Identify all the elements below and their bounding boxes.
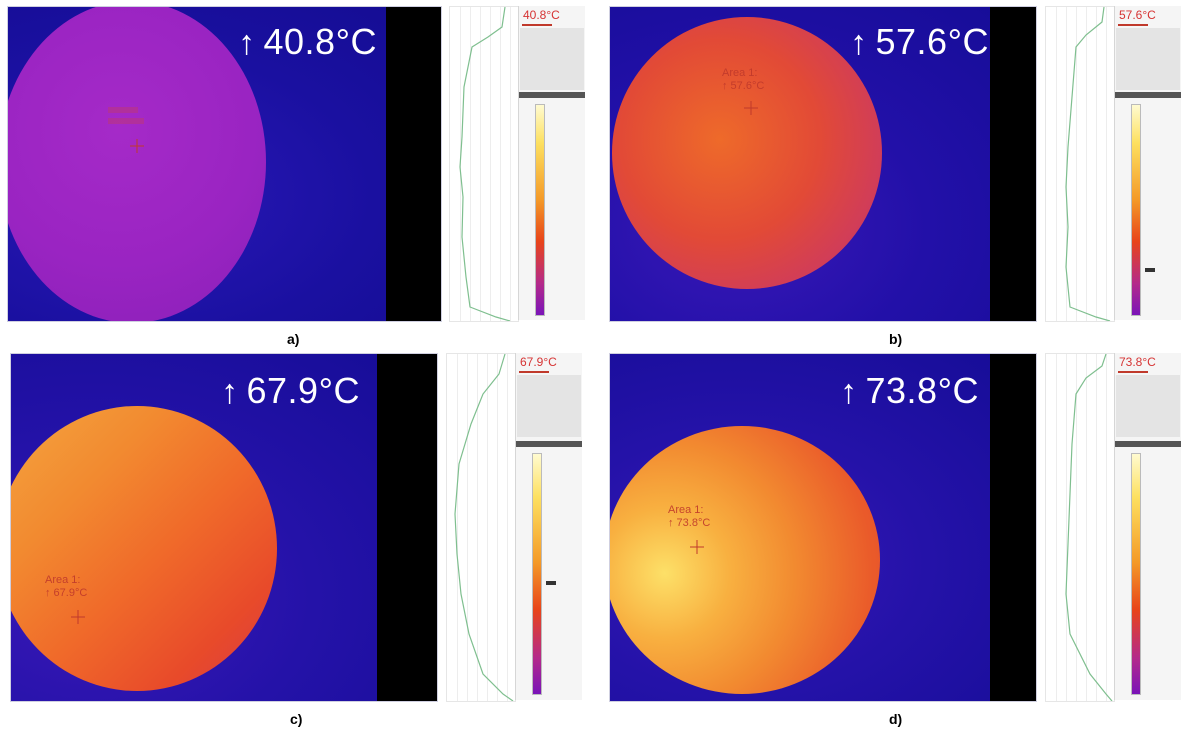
max-readout: 67.9°C — [520, 355, 557, 369]
temperature-profile-c — [446, 353, 516, 702]
crosshair-icon — [71, 610, 85, 624]
profile-curve — [459, 7, 511, 321]
panel-c: ↑ 67.9°C Area 1: ↑ 67.9°C 67.9°C c) — [10, 353, 595, 727]
sample-disc — [8, 7, 266, 321]
max-temperature: ↑ 67.9°C — [221, 370, 360, 411]
black-border — [377, 354, 437, 701]
color-scale-panel-a: 40.8°C — [518, 6, 585, 320]
color-scale-bar — [532, 453, 542, 695]
temperature-profile-d — [1045, 353, 1115, 702]
max-temperature: ↑ 73.8°C — [840, 370, 979, 411]
area-label: Area 1: ↑ 67.9°C — [45, 574, 88, 599]
scale-marker — [546, 581, 556, 585]
caption-d: d) — [889, 711, 903, 727]
temperature-profile-a — [449, 6, 519, 322]
scale-marker — [1145, 268, 1155, 272]
thermal-image-a: ↑ 40.8°C — [7, 6, 442, 322]
crosshair-icon — [690, 540, 704, 554]
max-readout: 57.6°C — [1119, 8, 1156, 22]
thermal-image-d: ↑ 73.8°C Area 1: ↑ 73.8°C — [609, 353, 1037, 702]
area-label — [108, 107, 144, 124]
color-scale-panel-d: 73.8°C — [1114, 353, 1181, 700]
profile-curve — [1065, 354, 1113, 701]
profile-curve — [1065, 7, 1111, 321]
max-temperature: ↑ 40.8°C — [238, 21, 377, 62]
max-readout: 40.8°C — [523, 8, 560, 22]
panel-a: ↑ 40.8°C 40.8°C a) — [7, 6, 592, 347]
color-scale-bar — [1131, 104, 1141, 316]
thermal-image-b: ↑ 57.6°C Area 1: ↑ 57.6°C — [609, 6, 1037, 322]
area-label: Area 1: ↑ 73.8°C — [668, 504, 711, 529]
profile-curve — [454, 354, 514, 701]
up-arrow-icon: ↑ — [850, 24, 868, 62]
caption-a: a) — [287, 331, 300, 347]
crosshair-icon — [744, 101, 758, 115]
color-scale-panel-c: 67.9°C — [515, 353, 582, 700]
black-border — [990, 354, 1036, 701]
caption-c: c) — [290, 711, 303, 727]
thermal-image-c: ↑ 67.9°C Area 1: ↑ 67.9°C — [10, 353, 438, 702]
color-scale-panel-b: 57.6°C — [1114, 6, 1181, 320]
black-border — [386, 7, 441, 321]
caption-b: b) — [889, 331, 903, 347]
panel-d: ↑ 73.8°C Area 1: ↑ 73.8°C 73.8°C d) — [609, 353, 1181, 727]
black-border — [990, 7, 1036, 321]
area-label: Area 1: ↑ 57.6°C — [722, 67, 765, 92]
up-arrow-icon: ↑ — [238, 24, 256, 62]
sample-disc — [11, 406, 277, 691]
up-arrow-icon: ↑ — [221, 373, 239, 411]
color-scale-bar — [1131, 453, 1141, 695]
max-temperature: ↑ 57.6°C — [850, 21, 989, 62]
panel-b: ↑ 57.6°C Area 1: ↑ 57.6°C 57.6°C b) — [609, 6, 1181, 347]
sample-disc — [612, 17, 882, 289]
up-arrow-icon: ↑ — [840, 373, 858, 411]
temperature-profile-b — [1045, 6, 1115, 322]
sample-disc — [610, 426, 880, 694]
max-readout: 73.8°C — [1119, 355, 1156, 369]
crosshair-icon — [130, 139, 144, 153]
color-scale-bar — [535, 104, 545, 316]
